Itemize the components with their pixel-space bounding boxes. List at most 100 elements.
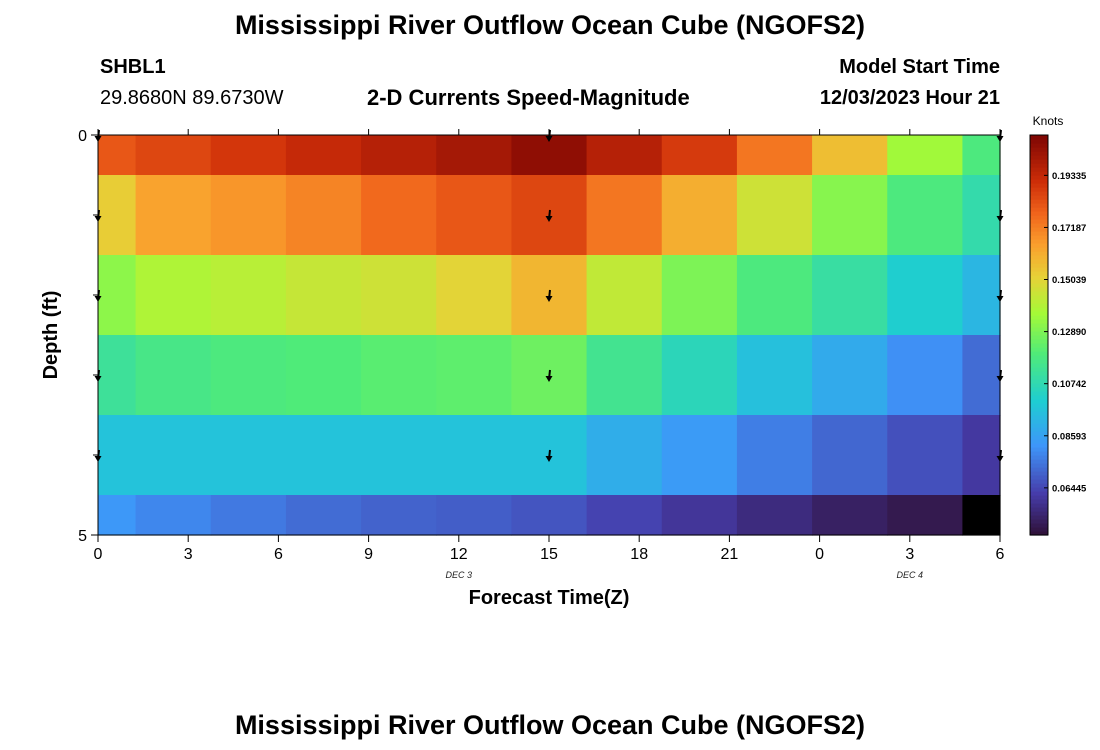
heatmap-cell	[436, 415, 513, 496]
colorbar-segment	[1030, 227, 1048, 232]
colorbar-segment	[1030, 371, 1048, 376]
colorbar-segment	[1030, 503, 1048, 508]
heatmap-cell	[586, 495, 663, 536]
heatmap-cell	[361, 255, 437, 336]
colorbar-segment	[1030, 327, 1048, 332]
x-tick-label: 3	[184, 546, 193, 563]
current-arrow-head	[545, 296, 553, 302]
heatmap-cell	[210, 495, 287, 536]
colorbar-segment	[1030, 299, 1048, 304]
colorbar-segment	[1030, 263, 1048, 268]
colorbar-label: Knots	[1033, 114, 1064, 128]
heatmap-cell	[887, 335, 964, 416]
colorbar-segment	[1030, 367, 1048, 372]
model-start-label: Model Start Time	[839, 56, 1000, 78]
colorbar-segment	[1030, 295, 1048, 300]
colorbar-segment	[1030, 519, 1048, 524]
colorbar-segment	[1030, 235, 1048, 240]
heatmap-cells	[98, 135, 1001, 536]
heatmap-cell	[736, 335, 813, 416]
colorbar-segment	[1030, 451, 1048, 456]
colorbar-segment	[1030, 143, 1048, 148]
colorbar-segment	[1030, 515, 1048, 520]
heatmap-cell	[812, 495, 888, 536]
heatmap-cell	[436, 175, 513, 256]
footer-title: Mississippi River Outflow Ocean Cube (NG…	[234, 710, 866, 740]
colorbar-segment	[1030, 231, 1048, 236]
x-tick-label: 15	[540, 546, 558, 563]
heatmap-cell	[135, 175, 212, 256]
heatmap-cell	[586, 175, 663, 256]
colorbar-segment	[1030, 471, 1048, 476]
heatmap-cell	[661, 415, 738, 496]
heatmap-cell	[98, 415, 137, 496]
heatmap-cell	[736, 415, 813, 496]
heatmap-cell	[285, 255, 362, 336]
colorbar-segment	[1030, 167, 1048, 172]
colorbar-segment	[1030, 151, 1048, 156]
colorbar-segment	[1030, 251, 1048, 256]
colorbar-segment	[1030, 311, 1048, 316]
colorbar-segment	[1030, 475, 1048, 480]
heatmap-cell	[436, 255, 513, 336]
colorbar-frame	[1029, 134, 1049, 536]
colorbar-segment	[1030, 455, 1048, 460]
current-arrow-head	[545, 216, 553, 222]
heatmap-cell	[98, 335, 137, 416]
colorbar-segment	[1030, 307, 1048, 312]
colorbar-segment	[1030, 439, 1048, 444]
colorbar-segment	[1030, 135, 1048, 140]
colorbar-segment	[1030, 195, 1048, 200]
heatmap-cell	[661, 175, 738, 256]
station-id: SHBL1	[100, 56, 166, 78]
x-tick-label: 6	[996, 546, 1005, 563]
y-tick-label: 5	[78, 528, 87, 545]
colorbar: 0.19335 0.17187 0.15039 0.12890 0.10742 0.085…	[1029, 134, 1087, 536]
colorbar-segment	[1030, 351, 1048, 356]
colorbar-segment	[1030, 207, 1048, 212]
x-tick-label: 6	[274, 546, 283, 563]
heatmap-cell	[887, 135, 964, 176]
colorbar-tick-label: 0.06445	[1052, 483, 1087, 494]
colorbar-segment	[1030, 183, 1048, 188]
heatmap-cell	[661, 335, 738, 416]
colorbar-segment	[1030, 287, 1048, 292]
colorbar-segment	[1030, 323, 1048, 328]
heatmap-cell	[962, 135, 1001, 176]
colorbar-segment	[1030, 335, 1048, 340]
colorbar-segment	[1030, 355, 1048, 360]
colorbar-segment	[1030, 239, 1048, 244]
colorbar-segment	[1030, 199, 1048, 204]
colorbar-segment	[1030, 391, 1048, 396]
heatmap-cell	[962, 495, 1001, 536]
heatmap-cell	[962, 255, 1001, 336]
colorbar-segment	[1030, 511, 1048, 516]
heatmap-cell	[586, 135, 663, 176]
colorbar-segment	[1030, 147, 1048, 152]
colorbar-segment	[1030, 187, 1048, 192]
colorbar-segment	[1030, 375, 1048, 380]
x-tick-label: 0	[815, 546, 824, 563]
heatmap-cell	[210, 335, 287, 416]
colorbar-segment	[1030, 275, 1048, 280]
colorbar-segment	[1030, 395, 1048, 400]
colorbar-segment	[1030, 423, 1048, 428]
colorbar-segment	[1030, 487, 1048, 492]
colorbar-segment	[1030, 407, 1048, 412]
colorbar-segment	[1030, 483, 1048, 488]
colorbar-segment	[1030, 415, 1048, 420]
colorbar-segment	[1030, 463, 1048, 468]
heatmap-cell	[436, 495, 513, 536]
colorbar-segment	[1030, 419, 1048, 424]
colorbar-segment	[1030, 163, 1048, 168]
heatmap-cell	[736, 495, 813, 536]
heatmap-cell	[962, 175, 1001, 256]
colorbar-segment	[1030, 223, 1048, 228]
colorbar-segment	[1030, 499, 1048, 504]
current-arrow-head	[545, 136, 553, 142]
heatmap-cell	[812, 135, 888, 176]
colorbar-segment	[1030, 139, 1048, 144]
heatmap-cell	[285, 415, 362, 496]
current-arrow-head	[545, 456, 553, 462]
heatmap-cell	[135, 415, 212, 496]
